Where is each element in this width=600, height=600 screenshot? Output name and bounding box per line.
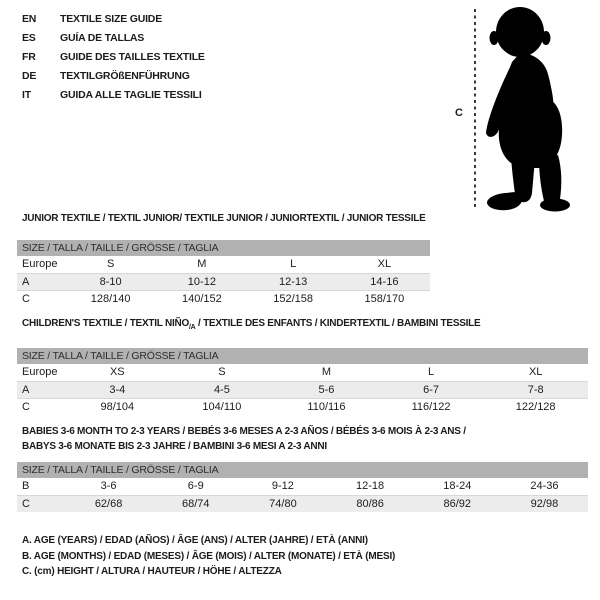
value-cell: 8-10 bbox=[99, 276, 122, 288]
language-title: GUIDA ALLE TAGLIE TESSILI bbox=[60, 89, 202, 101]
size-cell: XS bbox=[109, 366, 125, 378]
value-cell: 80/86 bbox=[356, 498, 384, 510]
babies-size-table: SIZE / TALLA / TAILLE / GRÖSSE / TAGLIA … bbox=[17, 462, 588, 512]
value-cell: 140/152 bbox=[181, 293, 222, 305]
value-cell: 62/68 bbox=[94, 498, 123, 510]
value-cell: 14-16 bbox=[370, 276, 399, 288]
junior-table-title: JUNIOR TEXTILE / TEXTIL JUNIOR/ TEXTILE … bbox=[22, 213, 426, 224]
size-cell: M bbox=[321, 366, 332, 378]
value-cell: 152/158 bbox=[273, 293, 313, 305]
value-cell: 122/128 bbox=[515, 401, 556, 413]
row-label: B bbox=[22, 480, 30, 492]
value-cell: 5-6 bbox=[318, 384, 335, 396]
language-title: GUIDE DES TAILLES TEXTILE bbox=[60, 51, 205, 63]
value-cell: 4-5 bbox=[213, 384, 230, 396]
language-title: GUÍA DE TALLAS bbox=[60, 32, 145, 44]
language-row: ES GUÍA DE TALLAS bbox=[22, 29, 205, 48]
size-cell: XL bbox=[528, 366, 543, 378]
title-subscript: /A bbox=[188, 324, 196, 331]
value-cell: 86/92 bbox=[443, 498, 472, 510]
value-cell: 116/122 bbox=[411, 401, 451, 413]
value-cell: 12-18 bbox=[356, 480, 385, 492]
baby-silhouette-figure bbox=[486, 7, 570, 212]
language-row: EN TEXTILE SIZE GUIDE bbox=[22, 10, 205, 29]
size-cell: S bbox=[218, 366, 226, 378]
value-cell: 12-13 bbox=[279, 276, 308, 288]
row-label: C bbox=[22, 401, 30, 413]
language-code: EN bbox=[22, 13, 37, 25]
value-cell: 18-24 bbox=[443, 480, 472, 492]
language-row: IT GUIDA ALLE TAGLIE TESSILI bbox=[22, 86, 205, 105]
size-cell: S bbox=[106, 258, 115, 270]
size-cell: L bbox=[428, 366, 435, 378]
size-header-band: SIZE / TALLA / TAILLE / GRÖSSE / TAGLIA bbox=[17, 348, 588, 364]
size-cell: XL bbox=[377, 258, 392, 270]
value-cell: 68/74 bbox=[181, 498, 210, 510]
value-cell: 6-7 bbox=[423, 384, 440, 396]
height-measure-dashed-line bbox=[474, 9, 476, 207]
value-cell: 6-9 bbox=[187, 480, 204, 492]
size-cell: M bbox=[197, 258, 207, 270]
value-cell: 92/98 bbox=[530, 498, 559, 510]
value-cell: 158/170 bbox=[364, 293, 405, 305]
height-measure-label: C bbox=[455, 107, 463, 119]
table-row-age: A 3-4 4-5 5-6 6-7 7-8 bbox=[17, 381, 588, 398]
footnote-age-years: A. AGE (YEARS) / EDAD (AÑOS) / ÂGE (ANS)… bbox=[22, 535, 368, 546]
language-row: DE TEXTILGRÖßENFÜHRUNG bbox=[22, 67, 205, 86]
title-segment: / TEXTILE DES ENFANTS / KINDERTEXTIL / B… bbox=[195, 318, 481, 329]
legend-footnotes: A. AGE (YEARS) / EDAD (AÑOS) / ÂGE (ANS)… bbox=[22, 533, 395, 580]
children-size-table: SIZE / TALLA / TAILLE / GRÖSSE / TAGLIA … bbox=[17, 348, 588, 415]
value-cell: 128/140 bbox=[90, 293, 131, 305]
row-label: A bbox=[22, 276, 30, 288]
value-cell: 24-36 bbox=[530, 480, 559, 492]
row-label: A bbox=[22, 384, 30, 396]
value-cell: 9-12 bbox=[271, 480, 294, 492]
value-cell: 7-8 bbox=[527, 384, 544, 396]
size-header-band: SIZE / TALLA / TAILLE / GRÖSSE / TAGLIA bbox=[17, 462, 588, 478]
table-row-age: A 8-10 10-12 12-13 14-16 bbox=[17, 273, 430, 290]
babies-title-line2: BABYS 3-6 MONATE BIS 2-3 JAHRE / BAMBINI… bbox=[22, 441, 327, 452]
language-row: FR GUIDE DES TAILLES TEXTILE bbox=[22, 48, 205, 67]
footnote-age-months: B. AGE (MONTHS) / EDAD (MESES) / ÂGE (MO… bbox=[22, 550, 396, 562]
table-row-height: C 98/104 104/110 110/116 116/122 122/128 bbox=[17, 398, 588, 415]
table-row-height: C 62/68 68/74 74/80 80/86 86/92 92/98 bbox=[17, 495, 588, 512]
table-row-europe: Europe S M L XL bbox=[17, 256, 430, 273]
babies-title-line1: BABIES 3-6 MONTH TO 2-3 YEARS / BEBÉS 3-… bbox=[22, 426, 466, 437]
language-code: DE bbox=[22, 70, 37, 82]
junior-size-table: SIZE / TALLA / TAILLE / GRÖSSE / TAGLIA … bbox=[17, 240, 430, 307]
language-title: TEXTILGRÖßENFÜHRUNG bbox=[60, 70, 190, 82]
value-cell: 74/80 bbox=[269, 498, 297, 510]
language-code: ES bbox=[22, 32, 36, 44]
footnote-height: C. (cm) HEIGHT / ALTURA / HAUTEUR / HÖHE… bbox=[22, 566, 282, 577]
language-list: EN TEXTILE SIZE GUIDE ES GUÍA DE TALLAS … bbox=[22, 10, 205, 105]
children-table-title: CHILDREN'S TEXTILE / TEXTIL NIÑO/A / TEX… bbox=[22, 318, 481, 331]
row-label: Europe bbox=[22, 258, 58, 270]
babies-table-title: BABIES 3-6 MONTH TO 2-3 YEARS / BEBÉS 3-… bbox=[22, 424, 542, 454]
size-header-band: SIZE / TALLA / TAILLE / GRÖSSE / TAGLIA bbox=[17, 240, 430, 256]
row-label: Europe bbox=[22, 366, 58, 378]
table-row-height: C 128/140 140/152 152/158 158/170 bbox=[17, 290, 430, 307]
language-code: IT bbox=[22, 89, 31, 101]
table-row-europe: Europe XS S M L XL bbox=[17, 364, 588, 381]
size-cell: L bbox=[290, 258, 297, 270]
language-code: FR bbox=[22, 51, 36, 63]
value-cell: 3-4 bbox=[109, 384, 126, 396]
row-label: C bbox=[22, 498, 30, 510]
value-cell: 104/110 bbox=[202, 401, 242, 413]
value-cell: 10-12 bbox=[187, 276, 216, 288]
value-cell: 98/104 bbox=[100, 401, 135, 413]
language-title: TEXTILE SIZE GUIDE bbox=[60, 13, 162, 25]
value-cell: 110/116 bbox=[307, 401, 346, 413]
table-row-age-months: B 3-6 6-9 9-12 12-18 18-24 24-36 bbox=[17, 478, 588, 495]
value-cell: 3-6 bbox=[100, 480, 117, 492]
title-segment: CHILDREN'S TEXTILE / TEXTIL NIÑO bbox=[22, 318, 189, 329]
row-label: C bbox=[22, 293, 30, 305]
